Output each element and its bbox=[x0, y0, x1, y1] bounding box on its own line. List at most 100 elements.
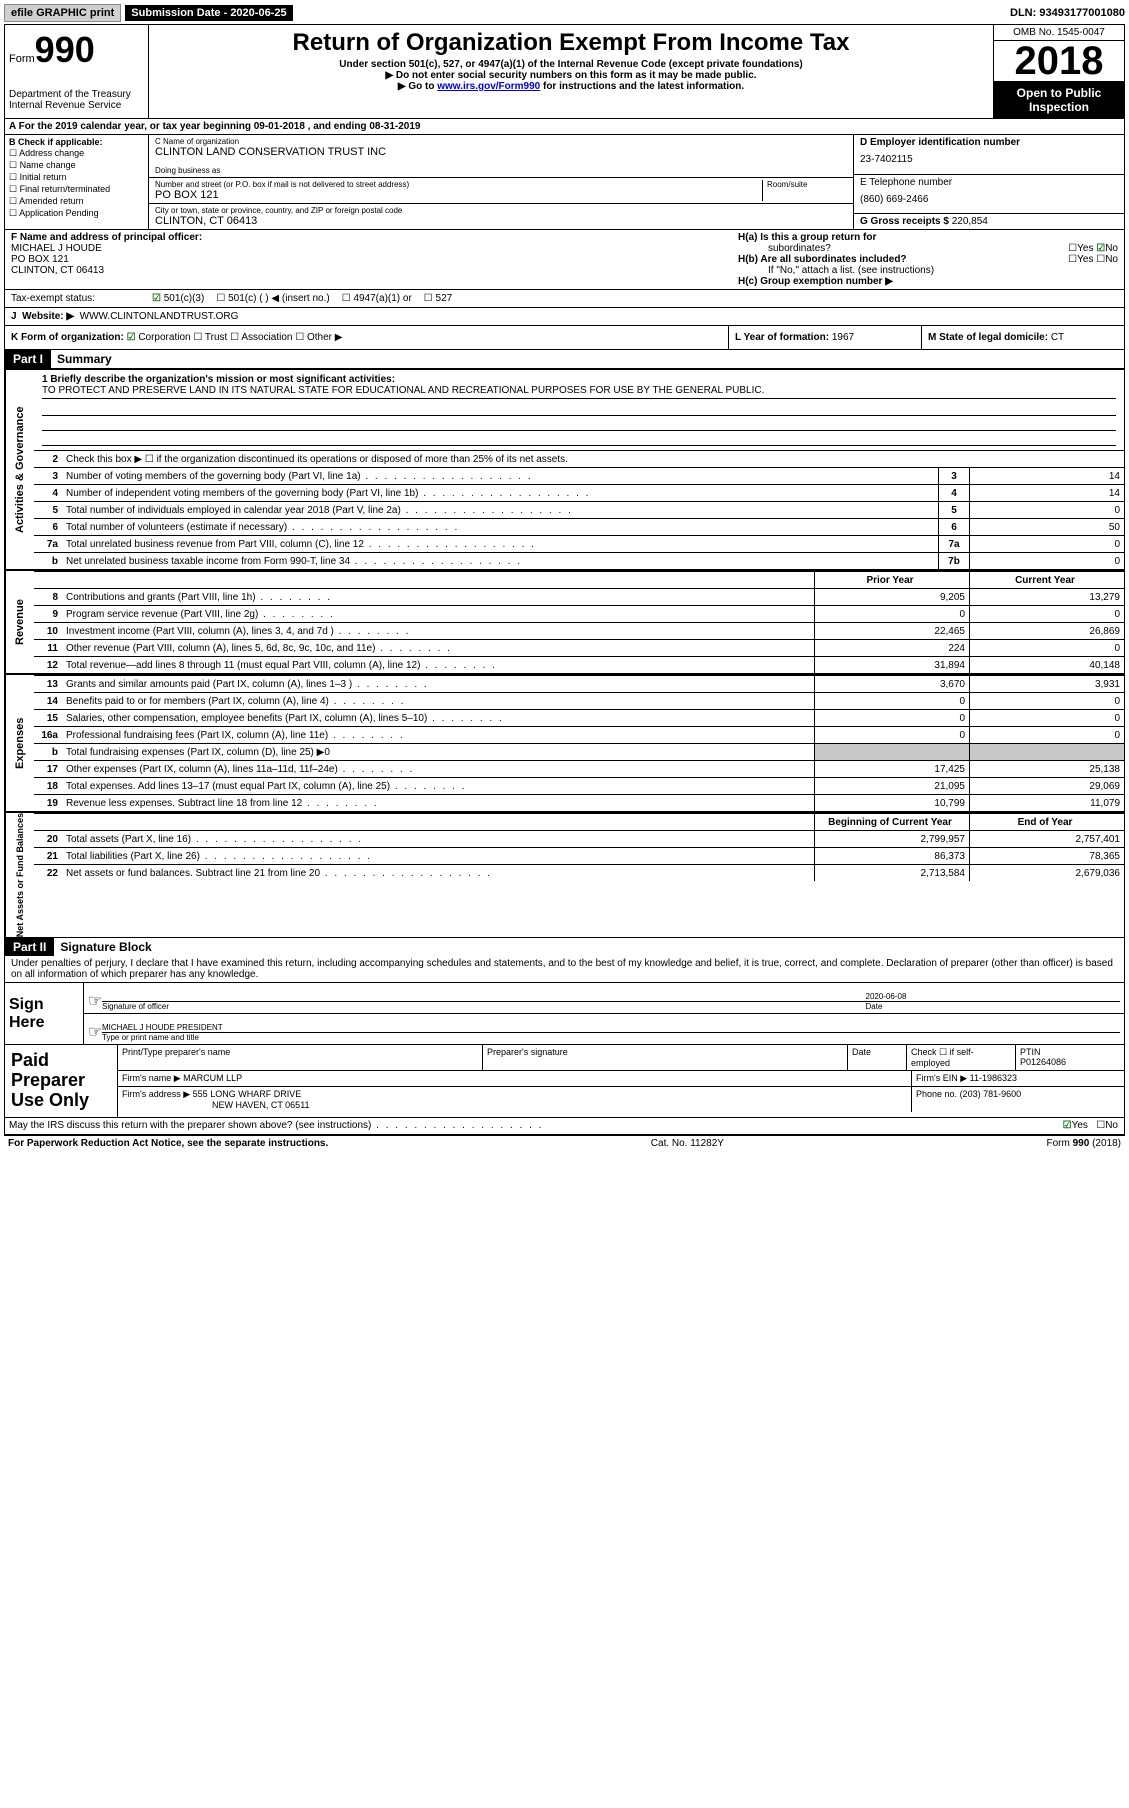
department-label: Department of the Treasury Internal Reve… bbox=[9, 89, 144, 111]
cb-corp[interactable]: ☑ Corporation bbox=[127, 332, 191, 343]
expense-line: 15Salaries, other compensation, employee… bbox=[34, 709, 1124, 726]
header-title-block: Return of Organization Exempt From Incom… bbox=[149, 25, 993, 118]
city-label: City or town, state or province, country… bbox=[155, 206, 847, 215]
subtitle-3-post: for instructions and the latest informat… bbox=[540, 81, 744, 92]
sign-here-label: Sign Here bbox=[5, 983, 83, 1044]
signature-block: Under penalties of perjury, I declare th… bbox=[5, 956, 1124, 1133]
top-toolbar: efile GRAPHIC print Submission Date - 20… bbox=[4, 4, 1125, 22]
expenses-section: Expenses 13Grants and similar amounts pa… bbox=[5, 673, 1124, 811]
expense-line: bTotal fundraising expenses (Part IX, co… bbox=[34, 743, 1124, 760]
net-assets-line: 20Total assets (Part X, line 16)2,799,95… bbox=[34, 830, 1124, 847]
city-value: CLINTON, CT 06413 bbox=[155, 215, 847, 227]
subtitle-3-pre: ▶ Go to bbox=[398, 81, 437, 92]
submission-date: Submission Date - 2020-06-25 bbox=[125, 5, 292, 21]
row-fh: F Name and address of principal officer:… bbox=[5, 229, 1124, 289]
gov-line: 2Check this box ▶ ☐ if the organization … bbox=[34, 450, 1124, 467]
cb-501c[interactable]: ☐ 501(c) ( ) ◀ (insert no.) bbox=[216, 293, 329, 304]
cb-name-change[interactable]: ☐ Name change bbox=[9, 160, 144, 171]
activities-governance-section: Activities & Governance 1 Briefly descri… bbox=[5, 368, 1124, 569]
cb-527[interactable]: ☐ 527 bbox=[424, 293, 452, 304]
phone-value: (860) 669-2466 bbox=[860, 194, 1118, 205]
org-name-label: C Name of organization bbox=[155, 137, 847, 146]
revenue-line: 8Contributions and grants (Part VIII, li… bbox=[34, 588, 1124, 605]
cb-application[interactable]: ☐ Application Pending bbox=[9, 208, 144, 219]
cb-501c3[interactable]: ☑ 501(c)(3) bbox=[152, 293, 204, 304]
gov-line: bNet unrelated business taxable income f… bbox=[34, 552, 1124, 569]
form-title: Return of Organization Exempt From Incom… bbox=[153, 29, 989, 57]
cb-amended[interactable]: ☐ Amended return bbox=[9, 196, 144, 207]
paid-preparer-block: Paid Preparer Use Only Print/Type prepar… bbox=[5, 1044, 1124, 1116]
gross-label: G Gross receipts $ bbox=[860, 216, 949, 227]
h-group-return: H(a) Is this a group return for subordin… bbox=[732, 230, 1124, 289]
gross-value: 220,854 bbox=[952, 216, 988, 227]
side-governance: Activities & Governance bbox=[5, 370, 34, 569]
cb-initial-return[interactable]: ☐ Initial return bbox=[9, 172, 144, 183]
ein-label: D Employer identification number bbox=[860, 137, 1020, 148]
form-number: 990 bbox=[35, 29, 95, 70]
cb-4947[interactable]: ☐ 4947(a)(1) or bbox=[342, 293, 412, 304]
cb-assoc[interactable]: ☐ Association bbox=[230, 332, 292, 343]
column-b-checkboxes: B Check if applicable: ☐ Address change … bbox=[5, 135, 149, 229]
form-990: Form990 Department of the Treasury Inter… bbox=[4, 24, 1125, 1135]
part-1-header: Part I Summary bbox=[5, 349, 1124, 368]
net-assets-line: 22Net assets or fund balances. Subtract … bbox=[34, 864, 1124, 881]
header-left: Form990 Department of the Treasury Inter… bbox=[5, 25, 149, 118]
subtitle-2: ▶ Do not enter social security numbers o… bbox=[153, 70, 989, 81]
address-label: Number and street (or P.O. box if mail i… bbox=[155, 180, 762, 189]
revenue-line: 10Investment income (Part VIII, column (… bbox=[34, 622, 1124, 639]
paid-preparer-label: Paid Preparer Use Only bbox=[5, 1045, 117, 1116]
expense-line: 13Grants and similar amounts paid (Part … bbox=[34, 675, 1124, 692]
net-assets-section: Net Assets or Fund Balances Beginning of… bbox=[5, 811, 1124, 937]
revenue-section: Revenue Prior Year Current Year 8Contrib… bbox=[5, 569, 1124, 673]
column-d: D Employer identification number 23-7402… bbox=[853, 135, 1124, 229]
revenue-line: 9Program service revenue (Part VIII, lin… bbox=[34, 605, 1124, 622]
cb-trust[interactable]: ☐ Trust bbox=[193, 332, 227, 343]
expense-line: 18Total expenses. Add lines 13–17 (must … bbox=[34, 777, 1124, 794]
subtitle-1: Under section 501(c), 527, or 4947(a)(1)… bbox=[153, 59, 989, 70]
instructions-link[interactable]: www.irs.gov/Form990 bbox=[437, 81, 540, 92]
gov-line: 7aTotal unrelated business revenue from … bbox=[34, 535, 1124, 552]
room-label: Room/suite bbox=[767, 180, 847, 189]
phone-label: E Telephone number bbox=[860, 177, 952, 188]
efile-button[interactable]: efile GRAPHIC print bbox=[4, 4, 121, 22]
page-footer: For Paperwork Reduction Act Notice, see … bbox=[4, 1135, 1125, 1151]
form-label: Form bbox=[9, 53, 35, 65]
revenue-line: 11Other revenue (Part VIII, column (A), … bbox=[34, 639, 1124, 656]
form-header: Form990 Department of the Treasury Inter… bbox=[5, 25, 1124, 119]
dba-label: Doing business as bbox=[155, 166, 847, 175]
cb-final-return[interactable]: ☐ Final return/terminated bbox=[9, 184, 144, 195]
dln-number: DLN: 93493177001080 bbox=[1010, 7, 1125, 19]
net-assets-line: 21Total liabilities (Part X, line 26)86,… bbox=[34, 847, 1124, 864]
section-bcd: B Check if applicable: ☐ Address change … bbox=[5, 135, 1124, 229]
gov-line: 6Total number of volunteers (estimate if… bbox=[34, 518, 1124, 535]
ein-value: 23-7402115 bbox=[860, 154, 1118, 165]
tax-exempt-row: Tax-exempt status: ☑ 501(c)(3) ☐ 501(c) … bbox=[5, 289, 1124, 307]
tax-year: 2018 bbox=[994, 41, 1124, 82]
column-c: C Name of organization CLINTON LAND CONS… bbox=[149, 135, 853, 229]
mission-text: TO PROTECT AND PRESERVE LAND IN ITS NATU… bbox=[42, 385, 1116, 399]
part-2-header: Part II Signature Block bbox=[5, 937, 1124, 956]
header-right: OMB No. 1545-0047 2018 Open to Public In… bbox=[993, 25, 1124, 118]
cb-other[interactable]: ☐ Other ▶ bbox=[295, 332, 342, 343]
side-expenses: Expenses bbox=[5, 675, 34, 811]
side-net-assets: Net Assets or Fund Balances bbox=[5, 813, 34, 937]
revenue-line: 12Total revenue—add lines 8 through 11 (… bbox=[34, 656, 1124, 673]
website-value: WWW.CLINTONLANDTRUST.ORG bbox=[80, 311, 239, 322]
side-revenue: Revenue bbox=[5, 571, 34, 673]
open-to-public: Open to Public Inspection bbox=[994, 82, 1124, 118]
penalty-statement: Under penalties of perjury, I declare th… bbox=[5, 956, 1124, 982]
footer-right: Form 990 (2018) bbox=[1047, 1138, 1121, 1149]
principal-officer: F Name and address of principal officer:… bbox=[5, 230, 732, 289]
address-value: PO BOX 121 bbox=[155, 189, 762, 201]
cb-address-change[interactable]: ☐ Address change bbox=[9, 148, 144, 159]
gov-line: 5Total number of individuals employed in… bbox=[34, 501, 1124, 518]
org-name: CLINTON LAND CONSERVATION TRUST INC bbox=[155, 146, 847, 158]
expense-line: 17Other expenses (Part IX, column (A), l… bbox=[34, 760, 1124, 777]
footer-mid: Cat. No. 11282Y bbox=[651, 1138, 724, 1149]
footer-left: For Paperwork Reduction Act Notice, see … bbox=[8, 1138, 328, 1149]
expense-line: 14Benefits paid to or for members (Part … bbox=[34, 692, 1124, 709]
row-a-tax-year: A For the 2019 calendar year, or tax yea… bbox=[5, 119, 1124, 135]
expense-line: 19Revenue less expenses. Subtract line 1… bbox=[34, 794, 1124, 811]
row-k: K Form of organization: ☑ Corporation ☐ … bbox=[5, 325, 1124, 349]
expense-line: 16aProfessional fundraising fees (Part I… bbox=[34, 726, 1124, 743]
